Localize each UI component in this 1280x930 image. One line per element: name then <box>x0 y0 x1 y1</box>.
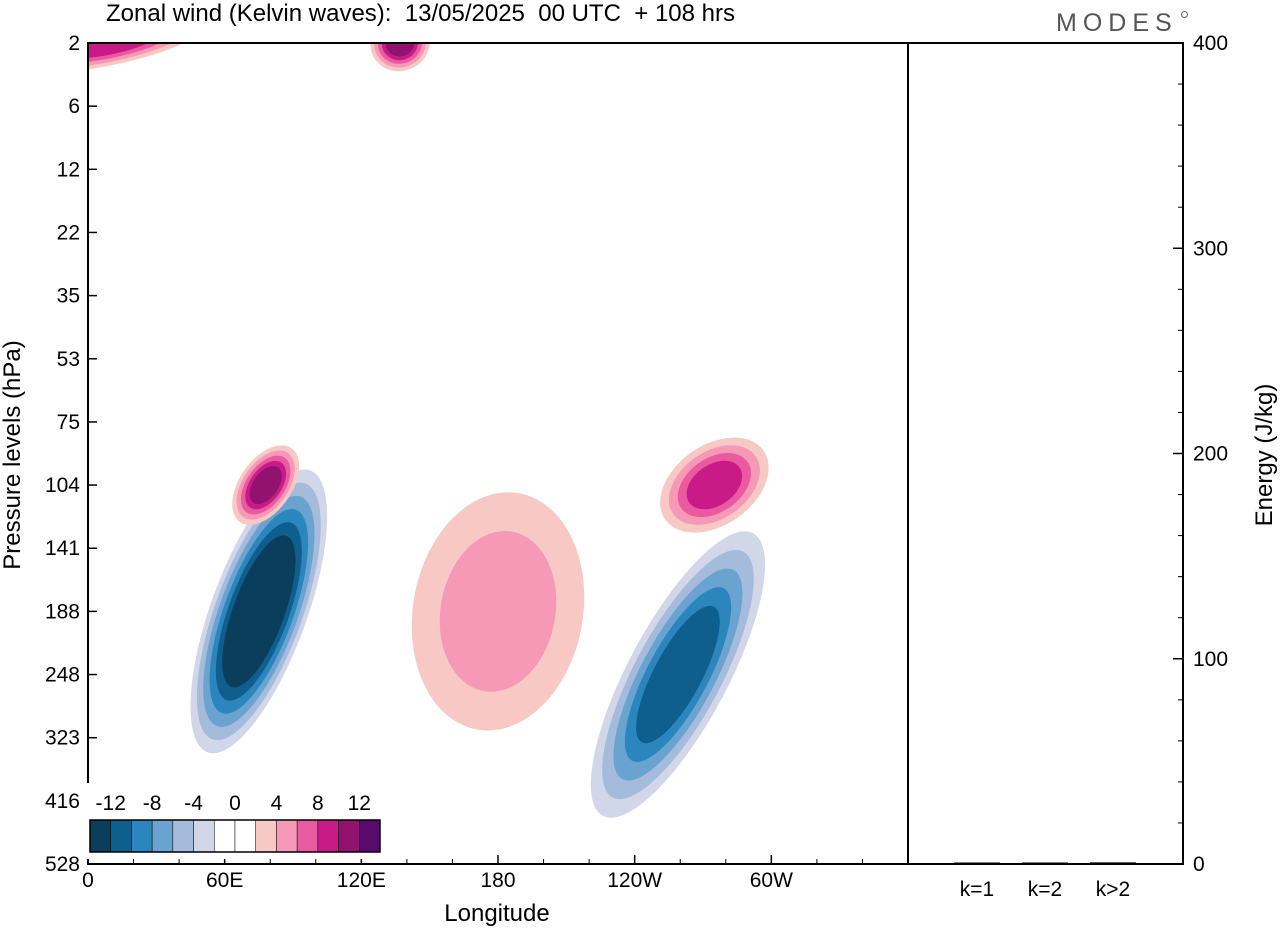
colorbar-swatch-12 <box>338 819 360 853</box>
y-tick-label-9: 188 <box>45 600 80 623</box>
y-tick-label-1: 6 <box>68 95 80 118</box>
energy-tick-label-0: 0 <box>1193 853 1205 876</box>
x-tick-label-4: 120W <box>607 869 662 892</box>
colorbar-swatch-9 <box>276 819 298 853</box>
colorbar-label-3: 0 <box>229 792 241 815</box>
contour-level-2-4 <box>249 465 282 505</box>
colorbar-legend: -12 -8 -4 0 4 8 12 <box>84 783 386 859</box>
energy-bar-0 <box>954 862 1000 864</box>
y-tick-label-8: 141 <box>45 537 80 560</box>
energy-frame <box>907 42 1184 865</box>
y-tick-label-12: 416 <box>45 790 80 813</box>
energy-tick-label-4: 400 <box>1193 32 1228 55</box>
colorbar-swatch-5 <box>193 819 215 853</box>
y-tick-label-7: 104 <box>45 474 80 497</box>
energy-tick-label-1: 100 <box>1193 648 1228 671</box>
colorbar-label-5: 8 <box>312 792 324 815</box>
colorbar-swatch-2 <box>131 819 153 853</box>
colorbar-label-4: 4 <box>271 792 283 815</box>
y-tick-label-3: 22 <box>57 221 80 244</box>
brand-logo: MODES <box>1056 9 1178 37</box>
y-axis: 2 6 12 22 35 53 75 104 141 188 248 323 416 528 <box>45 32 97 876</box>
x-tick-label-0: 0 <box>82 869 94 892</box>
contour-level-5-4 <box>385 43 415 57</box>
x-axis: 0 60E 120E 180 120W 60W <box>82 855 863 892</box>
energy-tick-label-2: 200 <box>1193 443 1228 466</box>
energy-bar-2 <box>1090 862 1136 864</box>
colorbar-swatch-1 <box>110 819 132 853</box>
x-tick-label-1: 60E <box>206 869 243 892</box>
x-tick-label-3: 180 <box>480 869 515 892</box>
energy-axis-label: Energy (J/kg) <box>1251 384 1278 527</box>
contour-level-3-3 <box>686 460 743 510</box>
colorbar-swatch-7 <box>234 819 256 853</box>
colorbar-label-1: -8 <box>143 792 162 815</box>
y-tick-label-10: 248 <box>45 664 80 687</box>
contour-feature-3 <box>660 437 769 533</box>
colorbar-label-6: 12 <box>348 792 371 815</box>
x-tick-label-2: 120E <box>337 869 386 892</box>
contour-feature-0 <box>190 469 328 754</box>
colorbar-swatch-6 <box>214 819 236 853</box>
contour-level-1-4 <box>636 605 720 744</box>
colorbar-swatch-8 <box>255 819 277 853</box>
colorbar-label-2: -4 <box>184 792 203 815</box>
contour-level-0-6 <box>228 548 290 675</box>
energy-category-label-0: k=1 <box>960 878 994 901</box>
x-tick-label-5: 60W <box>750 869 793 892</box>
colorbar-swatch-4 <box>172 819 194 853</box>
chart-title: Zonal wind (Kelvin waves): 13/05/2025 00… <box>106 0 735 27</box>
contour-feature-2 <box>232 445 300 525</box>
colorbar-swatch-3 <box>151 819 174 853</box>
colorbar-swatch-13 <box>359 819 381 853</box>
contour-feature-6 <box>411 492 585 731</box>
wind-field <box>88 43 769 818</box>
y-axis-label: Pressure levels (hPa) <box>0 340 26 569</box>
colorbar-swatch-0 <box>89 819 111 853</box>
x-axis-label: Longitude <box>444 900 549 927</box>
y-tick-label-11: 323 <box>45 727 80 750</box>
energy-bar-1 <box>1022 862 1068 864</box>
energy-category-label-2: k>2 <box>1096 878 1130 901</box>
colorbar-label-0: -12 <box>96 792 126 815</box>
y-tick-label-5: 53 <box>57 348 80 371</box>
energy-tick-label-3: 300 <box>1193 237 1228 260</box>
y-tick-label-13: 528 <box>45 853 80 876</box>
y-tick-label-6: 75 <box>57 411 80 434</box>
energy-category-label-1: k=2 <box>1028 878 1062 901</box>
y-tick-label-2: 12 <box>57 158 80 181</box>
contour-feature-1 <box>590 531 766 818</box>
colorbar-outline <box>89 819 381 853</box>
registered-mark-icon <box>1181 11 1188 18</box>
y-tick-label-4: 35 <box>57 285 80 308</box>
contour-level-6-1 <box>439 530 557 692</box>
energy-panel: 0 100 200 300 400 k=1 k=2 k>2 <box>954 32 1228 901</box>
y-tick-label-0: 2 <box>68 32 80 55</box>
colorbar-swatch-10 <box>296 819 319 853</box>
colorbar-swatch-11 <box>317 819 339 853</box>
